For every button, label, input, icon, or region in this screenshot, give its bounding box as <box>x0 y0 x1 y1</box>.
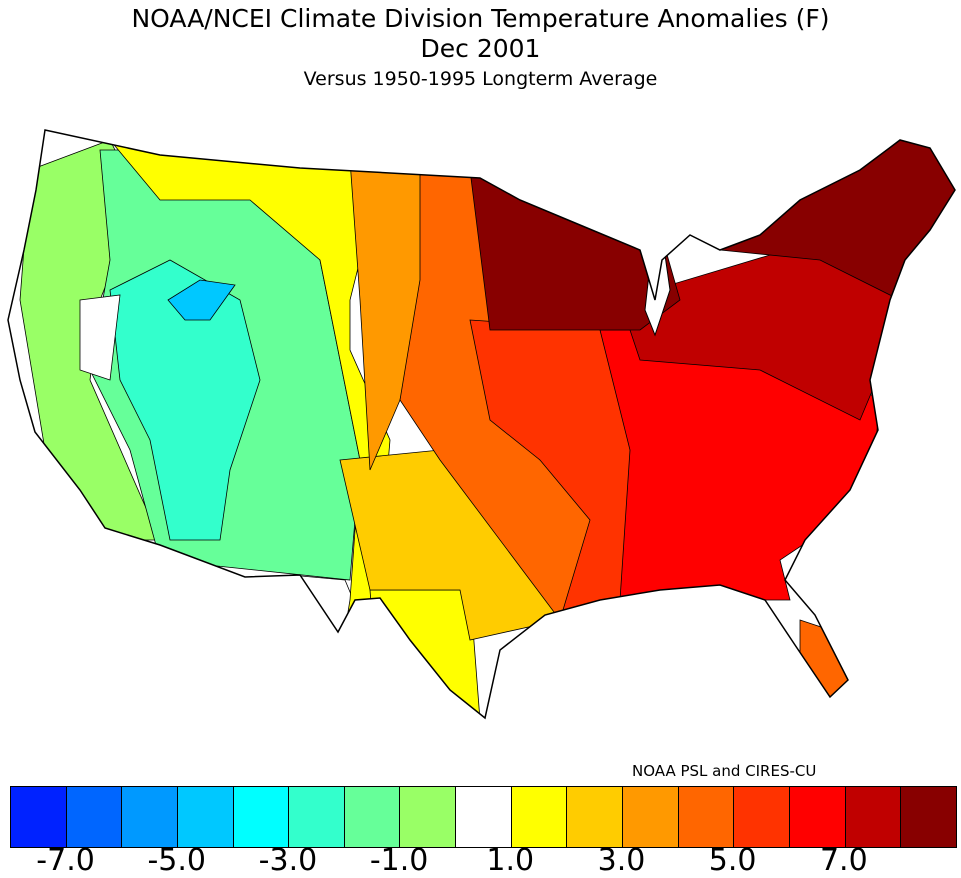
legend-swatch <box>289 787 345 847</box>
color-legend <box>10 786 957 848</box>
region-central-utah <box>109 259 261 541</box>
legend-swatch <box>66 787 123 847</box>
legend-swatch <box>456 787 512 847</box>
legend-tick-label: -1.0 <box>369 843 429 878</box>
legend-swatch <box>400 787 457 847</box>
legend-swatch <box>901 787 956 847</box>
legend-swatch <box>567 787 624 847</box>
legend-tick-label: 1.0 <box>486 843 535 878</box>
legend-swatch <box>678 787 735 847</box>
legend-swatch <box>845 787 902 847</box>
legend-tick-label: 3.0 <box>597 843 646 878</box>
legend-tick-label: -5.0 <box>147 843 207 878</box>
us-outline <box>7 129 956 720</box>
legend-swatch <box>233 787 290 847</box>
region-nevada-white <box>79 294 121 381</box>
legend-swatch <box>623 787 679 847</box>
legend-tick-label: 5.0 <box>708 843 757 878</box>
legend-swatch <box>734 787 790 847</box>
region-florida-peninsula <box>799 619 861 718</box>
legend-swatch <box>789 787 846 847</box>
legend-swatch <box>344 787 401 847</box>
map-subtitle: Versus 1950-1995 Longterm Average <box>303 68 658 90</box>
region-idaho-patch <box>167 279 236 321</box>
legend-tick-label: -3.0 <box>258 843 318 878</box>
legend-swatch <box>511 787 568 847</box>
legend-swatch <box>11 787 67 847</box>
credit-text: NOAA PSL and CIRES-CU <box>632 762 817 780</box>
legend-tick-label: -7.0 <box>36 843 95 878</box>
us-anomaly-map <box>7 129 956 720</box>
legend-tick-label: 7.0 <box>819 843 868 878</box>
map-title: NOAA/NCEI Climate Division Temperature A… <box>131 4 830 33</box>
legend-swatch <box>122 787 178 847</box>
map-date: Dec 2001 <box>420 34 541 63</box>
legend-swatch <box>177 787 234 847</box>
